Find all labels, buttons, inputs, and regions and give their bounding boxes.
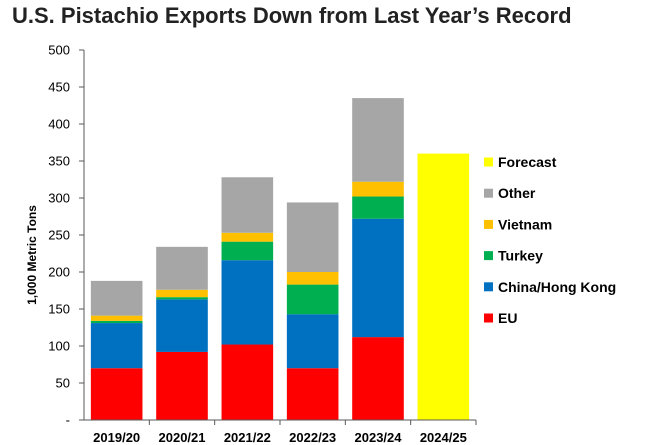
legend-entry: Other bbox=[498, 185, 536, 201]
bar-segment-china-hong-kong bbox=[352, 218, 404, 338]
bar-segment-vietnam bbox=[90, 315, 143, 321]
y-tick-label: 300 bbox=[48, 191, 70, 206]
y-axis-label: 1,000 Metric Tons bbox=[25, 205, 39, 305]
legend-swatch bbox=[484, 282, 493, 292]
legend-entry: Turkey bbox=[498, 248, 543, 264]
bar-segment-turkey bbox=[221, 241, 274, 261]
bar-segment-vietnam bbox=[221, 232, 274, 242]
y-tick-label: 400 bbox=[48, 117, 70, 132]
y-tick-label: 350 bbox=[48, 154, 70, 169]
bar-segment-vietnam bbox=[286, 272, 339, 285]
legend-swatch bbox=[484, 188, 493, 198]
y-tick-label: 450 bbox=[48, 80, 70, 95]
bar-segment-eu bbox=[221, 344, 274, 420]
legend-entry: EU bbox=[498, 310, 517, 326]
x-axis-labels: 2019/20 2020/21 2021/22 2022/23 2023/24 2024/… bbox=[93, 430, 467, 445]
bar-segment-turkey bbox=[90, 320, 143, 324]
bar-segment-other bbox=[90, 280, 143, 316]
y-tick-label: 250 bbox=[48, 228, 70, 243]
legend-swatch bbox=[484, 251, 493, 261]
x-tick-label: 2024/25 bbox=[420, 430, 467, 445]
bar-segment-china-hong-kong bbox=[221, 260, 274, 345]
bar-segment-turkey bbox=[286, 284, 339, 315]
y-axis-ticks: - 50 100 150 200 250 300 350 400 450 500 bbox=[48, 43, 84, 428]
bar-segment-eu bbox=[286, 368, 339, 420]
y-tick-label: - bbox=[66, 413, 70, 428]
bar-segment-china-hong-kong bbox=[156, 299, 208, 352]
bar-segment-china-hong-kong bbox=[90, 323, 143, 369]
y-tick-label: 500 bbox=[48, 43, 70, 58]
bar-segment-eu bbox=[90, 368, 143, 420]
y-tick-label: 200 bbox=[48, 265, 70, 280]
legend-swatch bbox=[484, 219, 493, 229]
x-tick-label: 2022/23 bbox=[289, 430, 336, 445]
bar-segment-eu bbox=[156, 351, 208, 420]
legend-entry: Vietnam bbox=[498, 216, 552, 232]
bar-segment-china-hong-kong bbox=[286, 314, 339, 369]
y-tick-label: 100 bbox=[48, 339, 70, 354]
y-tick-label: 50 bbox=[56, 376, 70, 391]
bar-segment-vietnam bbox=[352, 181, 404, 197]
bar-segment-eu bbox=[352, 337, 404, 420]
bar-segment-other bbox=[352, 98, 404, 182]
legend-swatch bbox=[484, 313, 493, 323]
bar-segment-turkey bbox=[156, 297, 208, 300]
chart-title: U.S. Pistachio Exports Down from Last Ye… bbox=[12, 3, 572, 28]
y-axis-label-group: 1,000 Metric Tons bbox=[25, 205, 39, 305]
bar-segment-turkey bbox=[352, 196, 404, 219]
bars bbox=[90, 98, 470, 420]
bar-segment-vietnam bbox=[156, 289, 208, 298]
legend: Forecast Other Vietnam Turkey China/Hong Kon… bbox=[484, 154, 616, 326]
axes bbox=[83, 50, 477, 425]
bar-segment-forecast bbox=[417, 153, 470, 420]
bar-segment-other bbox=[156, 246, 208, 290]
bar-segment-other bbox=[286, 202, 339, 272]
legend-entry: Forecast bbox=[498, 154, 557, 170]
x-tick-label: 2023/24 bbox=[355, 430, 403, 445]
legend-entry: China/Hong Kong bbox=[498, 279, 616, 295]
y-tick-label: 150 bbox=[48, 302, 70, 317]
x-tick-label: 2020/21 bbox=[159, 430, 206, 445]
bar-segment-other bbox=[221, 177, 274, 233]
legend-swatch bbox=[484, 157, 493, 167]
x-tick-label: 2019/20 bbox=[93, 430, 140, 445]
x-tick-label: 2021/22 bbox=[224, 430, 271, 445]
